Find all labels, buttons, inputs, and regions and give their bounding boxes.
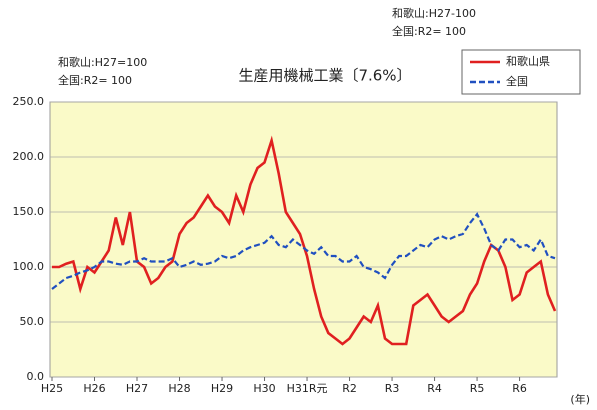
chart-title: 生産用機械工業〔7.6%〕: [238, 67, 411, 85]
legend-label: 全国: [506, 74, 528, 88]
plot-area: [49, 101, 558, 378]
line-series: [51, 212, 556, 290]
legend: [461, 49, 581, 95]
x-tick-label: H26: [83, 382, 105, 395]
legend-label: 和歌山県: [506, 54, 550, 68]
y-tick-label: 0.0: [27, 370, 45, 383]
x-tick-label: R4: [427, 382, 442, 395]
x-tick-label: H30: [253, 382, 275, 395]
annotation: 和歌山:H27=100: [58, 55, 147, 69]
annotation: 和歌山:H27-100: [392, 6, 476, 20]
x-tick-label: H29: [211, 382, 233, 395]
x-tick-label: H31R元: [287, 382, 328, 395]
line-series: [52, 135, 557, 346]
y-tick-label: 200.0: [13, 150, 45, 163]
x-tick-label: R2: [342, 382, 357, 395]
x-tick-label: R5: [470, 382, 485, 395]
x-tick-label: H25: [41, 382, 63, 395]
y-tick-label: 100.0: [13, 260, 45, 273]
x-tick-label: H27: [126, 382, 148, 395]
x-tick-label: R6: [512, 382, 527, 395]
x-tick-label: R3: [385, 382, 400, 395]
annotation: 全国:R2= 100: [58, 73, 132, 87]
annotation: 全国:R2= 100: [392, 24, 466, 38]
y-tick-label: 150.0: [13, 205, 45, 218]
y-tick-label: 250.0: [13, 95, 45, 108]
x-axis-label: (年): [570, 392, 590, 406]
y-tick-label: 50.0: [20, 315, 45, 328]
x-tick-label: H28: [168, 382, 190, 395]
